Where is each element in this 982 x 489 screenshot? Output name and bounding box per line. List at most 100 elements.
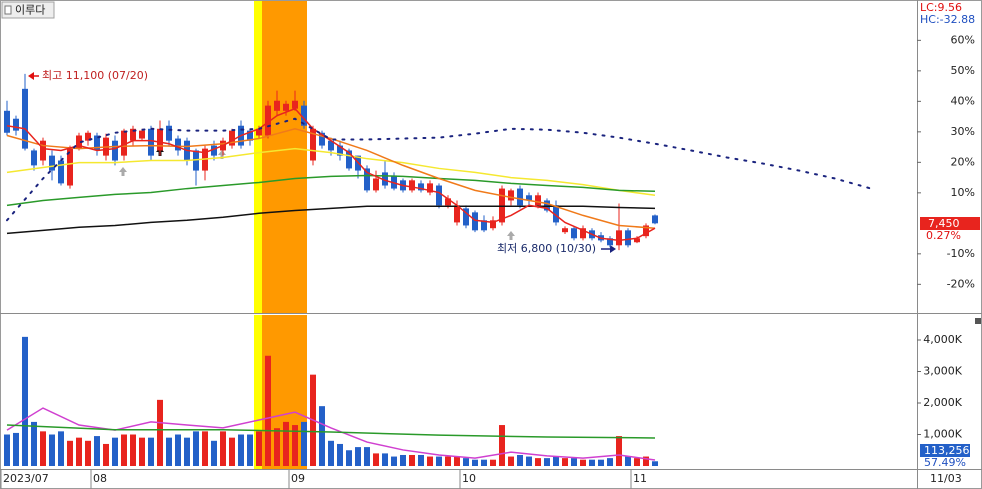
highlight-band — [262, 1, 307, 313]
moving-average — [6, 174, 656, 207]
y-tick-label: 50% — [951, 64, 975, 77]
volume-bar — [535, 458, 541, 466]
candle-body — [310, 128, 316, 161]
candle-body — [562, 228, 568, 233]
candle-body — [76, 135, 82, 149]
volume-bar — [382, 453, 388, 466]
y-tick-label: 4,000K — [923, 333, 962, 346]
volume-bar — [391, 456, 397, 466]
volume-bar — [184, 437, 190, 466]
moving-average — [6, 205, 656, 235]
volume-bar — [121, 434, 127, 466]
candle-body — [418, 183, 424, 191]
volume-bar — [103, 443, 109, 466]
candle-body — [616, 230, 622, 246]
volume-bar — [328, 440, 334, 466]
candle-body — [328, 140, 334, 151]
moving-average — [6, 107, 656, 242]
volume-bar — [238, 434, 244, 466]
volume-bar — [490, 459, 496, 466]
volume-bar — [499, 425, 505, 466]
volume-bar — [211, 440, 217, 466]
candle-body — [508, 190, 514, 201]
volume-bar — [463, 458, 469, 466]
x-tick-label: 11 — [633, 472, 647, 485]
x-tick-label: 2023/07 — [3, 472, 49, 485]
candle-body — [463, 208, 469, 226]
candle-body — [526, 195, 532, 201]
y-tick-label: 2,000K — [923, 396, 962, 409]
candle-body — [490, 220, 496, 229]
volume-box — [920, 444, 970, 457]
candle-body — [391, 175, 397, 189]
volume-average — [6, 424, 656, 439]
y-tick-label: 10% — [951, 186, 975, 199]
volume-bar — [301, 421, 307, 466]
last-price: 7,450 — [928, 217, 960, 230]
volume-bar — [292, 425, 298, 466]
volume-bar — [580, 459, 586, 466]
volume-bar — [427, 456, 433, 466]
candle-body — [229, 130, 235, 146]
low-note: 최저 6,800 (10/30) — [497, 242, 596, 255]
stock-name: 이루다 — [15, 4, 45, 17]
volume-bar — [544, 458, 550, 466]
arrow-head — [610, 245, 616, 253]
candle-body — [553, 205, 559, 223]
candle-body — [157, 128, 163, 151]
last-price-box — [920, 217, 980, 230]
x-tick-label: 09 — [291, 472, 305, 485]
volume-bar — [436, 456, 442, 466]
candle-body — [481, 220, 487, 231]
volume-bar — [112, 437, 118, 466]
y-tick-label: 1,000K — [923, 428, 962, 441]
candle-body — [256, 128, 262, 136]
volume-bar — [400, 454, 406, 466]
volume-bar — [589, 459, 595, 466]
candle-body — [292, 100, 298, 109]
candle-body — [427, 183, 433, 193]
volume-bar — [607, 458, 613, 466]
candle-body — [175, 138, 181, 151]
candle-body — [607, 238, 613, 246]
icon — [4, 5, 12, 15]
hc-label: HC:-32.88 — [920, 13, 975, 26]
y-tick-label: 40% — [951, 94, 975, 107]
volume-bar — [40, 431, 46, 466]
candle-body — [346, 150, 352, 169]
volume-bar — [598, 459, 604, 466]
volume-bar — [256, 431, 262, 466]
volume-bar — [94, 436, 100, 466]
volume-bar — [247, 434, 253, 466]
volume-bar — [445, 456, 451, 466]
volume-bar — [553, 456, 559, 466]
lc-label: LC:9.56 — [920, 1, 962, 14]
volume-bar — [409, 454, 415, 466]
signal-arrow — [218, 150, 226, 155]
change-label: 0.27% — [926, 229, 961, 242]
volume-bar — [481, 459, 487, 466]
candle-body — [247, 130, 253, 141]
volume-bar — [58, 431, 64, 466]
candle-body — [166, 125, 172, 141]
y-tick-label: 60% — [951, 33, 975, 46]
candle-body — [283, 103, 289, 111]
signal-arrow — [121, 172, 125, 176]
volume-bar — [319, 406, 325, 466]
candle-body — [571, 228, 577, 239]
candle-body — [211, 145, 217, 156]
volume-bar — [76, 437, 82, 466]
candle-body — [364, 168, 370, 191]
candle-body — [634, 238, 640, 243]
current-date: 11/03 — [930, 472, 962, 485]
candle-body — [436, 185, 442, 206]
y-tick-label: 30% — [951, 125, 975, 138]
signal-arrow — [509, 236, 513, 240]
name-tag[interactable] — [1, 1, 55, 19]
candle-body — [22, 88, 28, 149]
panel-button[interactable] — [975, 318, 981, 324]
volume-bar — [616, 436, 622, 466]
candle-body — [445, 198, 451, 206]
y-tick-label: -10% — [947, 247, 975, 260]
candle-body — [58, 160, 64, 184]
